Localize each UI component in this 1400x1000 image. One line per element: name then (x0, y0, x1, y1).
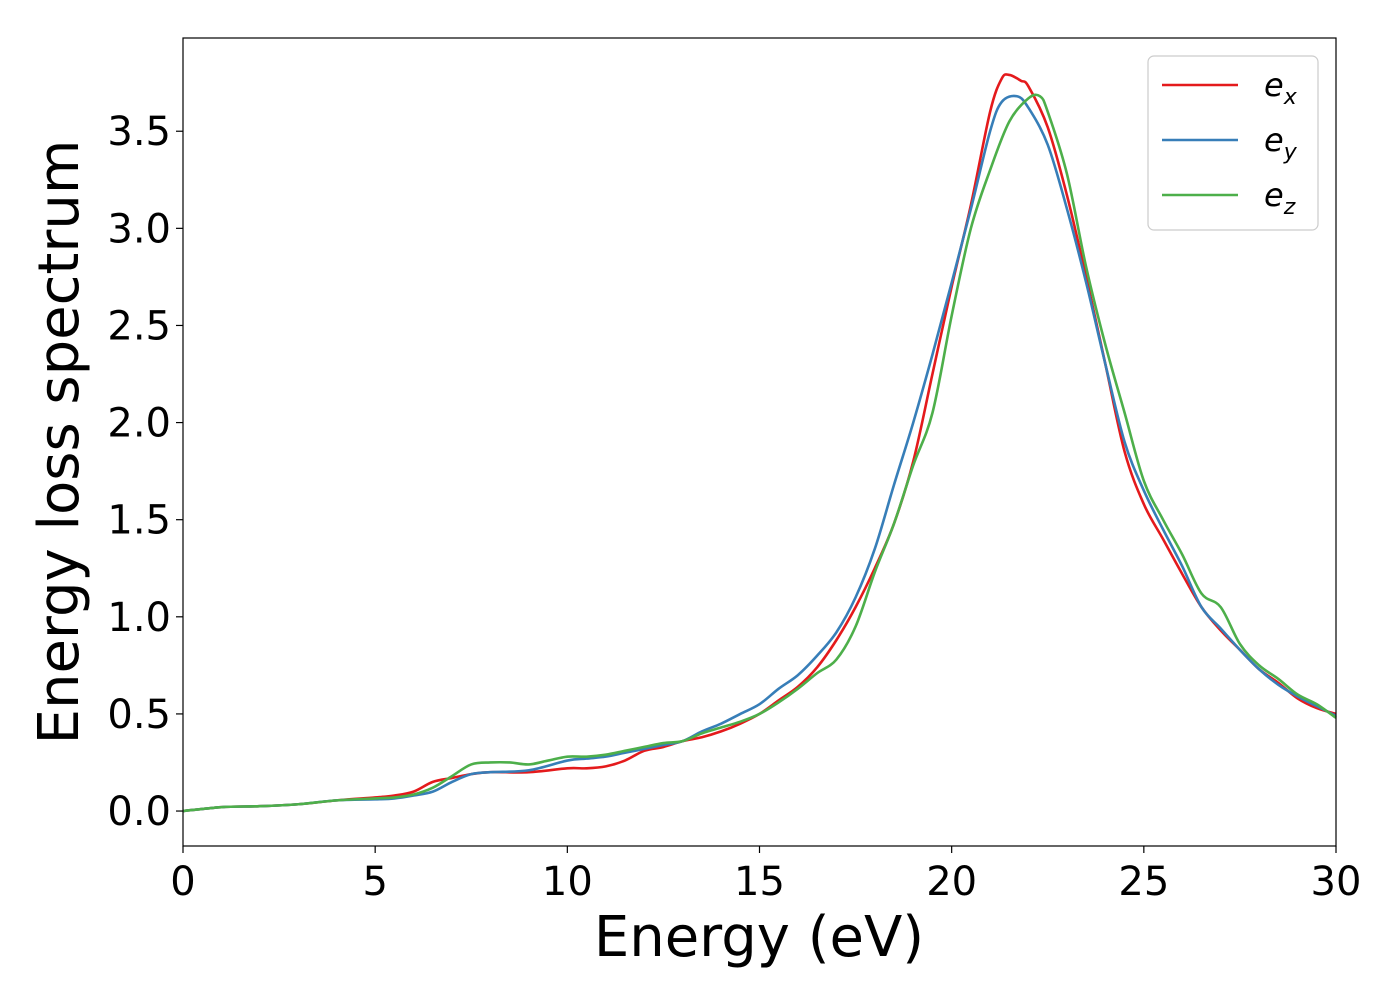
y-tick-label: 2.5 (107, 303, 171, 349)
y-tick-label: 3.0 (107, 206, 171, 252)
x-tick-label: 0 (170, 859, 195, 905)
series-lines (182, 73, 1337, 813)
y-tick-label: 1.5 (107, 498, 171, 544)
series-line-e-x (182, 73, 1337, 813)
legend-label-e-y: ey (1264, 121, 1298, 165)
plot-area (183, 38, 1336, 846)
series-line-e-z (182, 93, 1337, 813)
y-axis-ticks: 0.0 0.5 1.0 1.5 2.0 2.5 3.0 3.5 (107, 109, 183, 835)
y-tick-label: 0.0 (107, 789, 171, 835)
x-tick-label: 30 (1311, 859, 1362, 905)
y-tick-label: 2.0 (107, 401, 171, 447)
y-axis-label: Energy loss spectrum (27, 140, 92, 745)
series-line-e-y (182, 94, 1337, 813)
x-tick-label: 10 (542, 859, 593, 905)
y-tick-label: 1.0 (107, 595, 171, 641)
x-axis-ticks: 0 5 10 15 20 25 30 (170, 846, 1361, 905)
legend-box (1147, 55, 1319, 231)
x-tick-label: 25 (1118, 859, 1169, 905)
x-tick-label: 15 (734, 859, 785, 905)
x-tick-label: 20 (926, 859, 977, 905)
y-tick-label: 0.5 (107, 692, 171, 738)
x-axis-label: Energy (eV) (594, 905, 924, 970)
x-tick-label: 5 (362, 859, 387, 905)
y-tick-label: 3.5 (107, 109, 171, 155)
